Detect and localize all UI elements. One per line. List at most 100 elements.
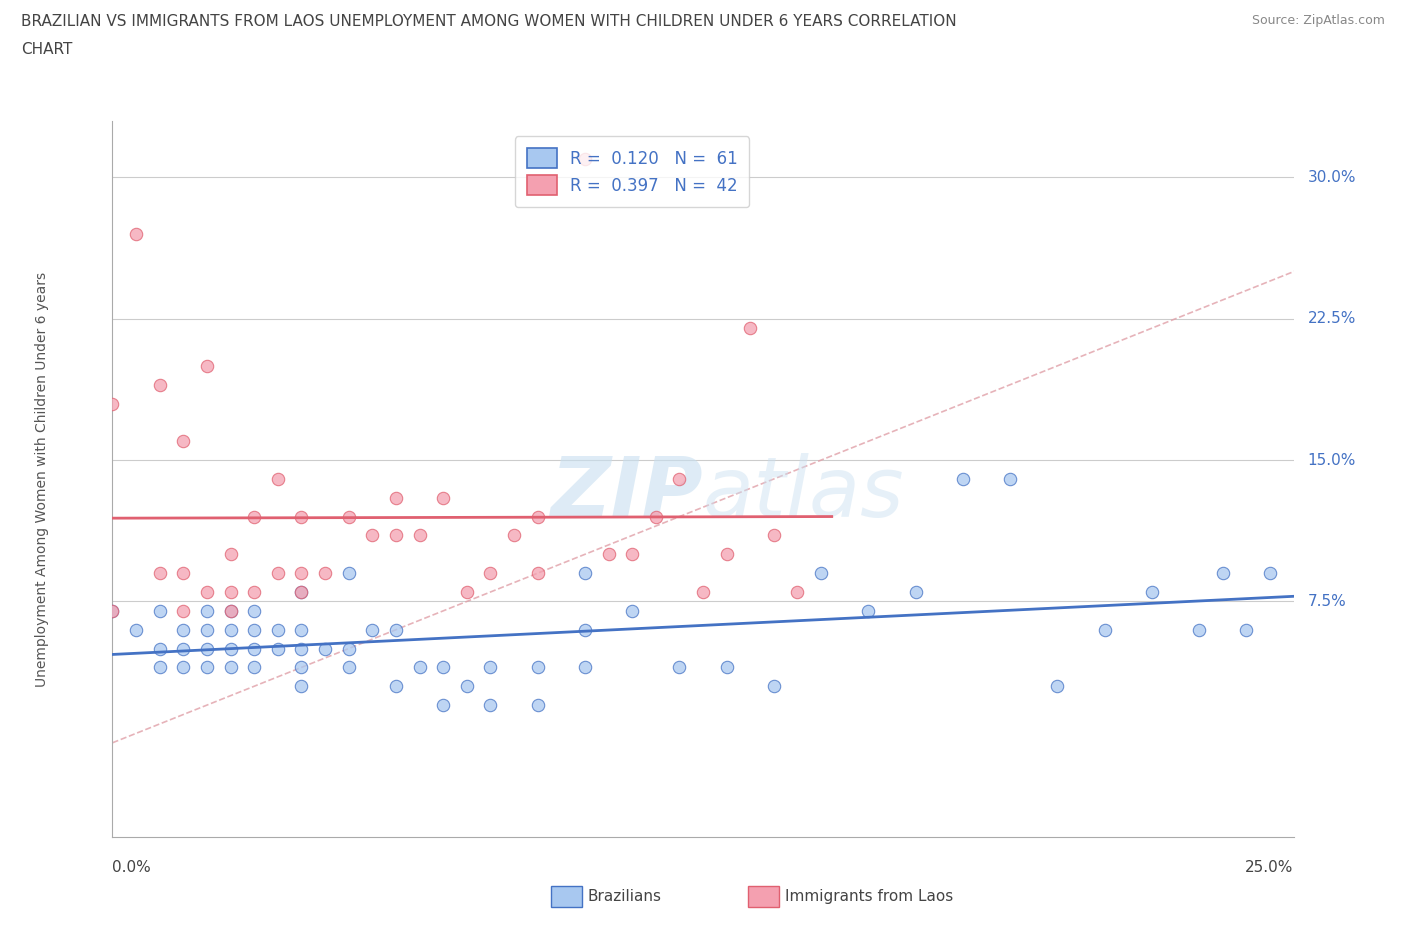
Point <box>219 604 242 618</box>
Point <box>195 358 218 373</box>
Point <box>503 528 526 543</box>
Point <box>1046 679 1069 694</box>
Point <box>172 622 194 637</box>
Point <box>219 547 242 562</box>
Point <box>479 565 502 580</box>
Point <box>337 565 360 580</box>
Point <box>267 472 290 486</box>
Point <box>290 510 312 525</box>
Point <box>526 660 548 675</box>
Text: 22.5%: 22.5% <box>1308 312 1355 326</box>
Point <box>668 472 690 486</box>
Point <box>432 490 454 505</box>
Point <box>267 622 290 637</box>
Point <box>172 565 194 580</box>
Point <box>219 660 242 675</box>
Point <box>219 622 242 637</box>
Point <box>267 641 290 656</box>
Text: 30.0%: 30.0% <box>1308 170 1357 185</box>
Text: Source: ZipAtlas.com: Source: ZipAtlas.com <box>1251 14 1385 27</box>
Text: ZIP: ZIP <box>550 453 703 534</box>
Point <box>408 660 430 675</box>
Point <box>952 472 974 486</box>
Point <box>125 622 148 637</box>
Text: atlas: atlas <box>703 453 904 534</box>
Point <box>456 679 478 694</box>
Text: Brazilians: Brazilians <box>588 889 662 904</box>
Point <box>267 565 290 580</box>
Point <box>479 660 502 675</box>
Text: 7.5%: 7.5% <box>1308 594 1347 609</box>
Point <box>290 585 312 600</box>
Point <box>290 622 312 637</box>
Point <box>810 565 832 580</box>
Point <box>243 510 266 525</box>
Point <box>101 396 124 411</box>
Point <box>125 227 148 242</box>
Point <box>786 585 808 600</box>
Point <box>337 510 360 525</box>
Point <box>385 528 408 543</box>
Point <box>195 585 218 600</box>
Point <box>172 641 194 656</box>
Point <box>172 660 194 675</box>
Point <box>149 660 172 675</box>
Text: CHART: CHART <box>21 42 73 57</box>
Point <box>621 547 644 562</box>
Point <box>574 622 596 637</box>
Point <box>456 585 478 600</box>
Point <box>361 622 384 637</box>
Point <box>243 604 266 618</box>
Point <box>716 660 738 675</box>
Point <box>243 622 266 637</box>
Point <box>574 565 596 580</box>
Point <box>290 641 312 656</box>
Point <box>904 585 927 600</box>
Point <box>149 604 172 618</box>
Point <box>479 698 502 712</box>
Point <box>716 547 738 562</box>
Point <box>526 510 548 525</box>
Point <box>219 641 242 656</box>
Point <box>1258 565 1281 580</box>
Text: 15.0%: 15.0% <box>1308 453 1355 468</box>
Point <box>243 585 266 600</box>
Point <box>1188 622 1211 637</box>
Point <box>692 585 714 600</box>
Point <box>361 528 384 543</box>
Point <box>432 698 454 712</box>
Point <box>574 660 596 675</box>
Point <box>644 510 666 525</box>
Point <box>337 641 360 656</box>
Point <box>290 679 312 694</box>
Point <box>408 528 430 543</box>
Point <box>195 622 218 637</box>
Point <box>762 679 785 694</box>
Point <box>219 585 242 600</box>
Point <box>243 660 266 675</box>
Point <box>243 641 266 656</box>
Point <box>526 698 548 712</box>
Point <box>101 604 124 618</box>
Point <box>195 660 218 675</box>
Point <box>149 641 172 656</box>
Text: Unemployment Among Women with Children Under 6 years: Unemployment Among Women with Children U… <box>35 272 49 686</box>
Point <box>740 321 762 336</box>
Text: 0.0%: 0.0% <box>112 860 152 875</box>
Point <box>195 641 218 656</box>
Point <box>762 528 785 543</box>
Point <box>149 378 172 392</box>
Point <box>574 152 596 166</box>
Point <box>598 547 620 562</box>
Point <box>149 565 172 580</box>
Point <box>172 433 194 448</box>
Legend: R =  0.120   N =  61, R =  0.397   N =  42: R = 0.120 N = 61, R = 0.397 N = 42 <box>515 137 749 207</box>
Point <box>337 660 360 675</box>
Point <box>1094 622 1116 637</box>
Point <box>172 604 194 618</box>
Point <box>1212 565 1234 580</box>
Point <box>1234 622 1257 637</box>
Point <box>219 604 242 618</box>
Point <box>385 622 408 637</box>
Point <box>290 565 312 580</box>
